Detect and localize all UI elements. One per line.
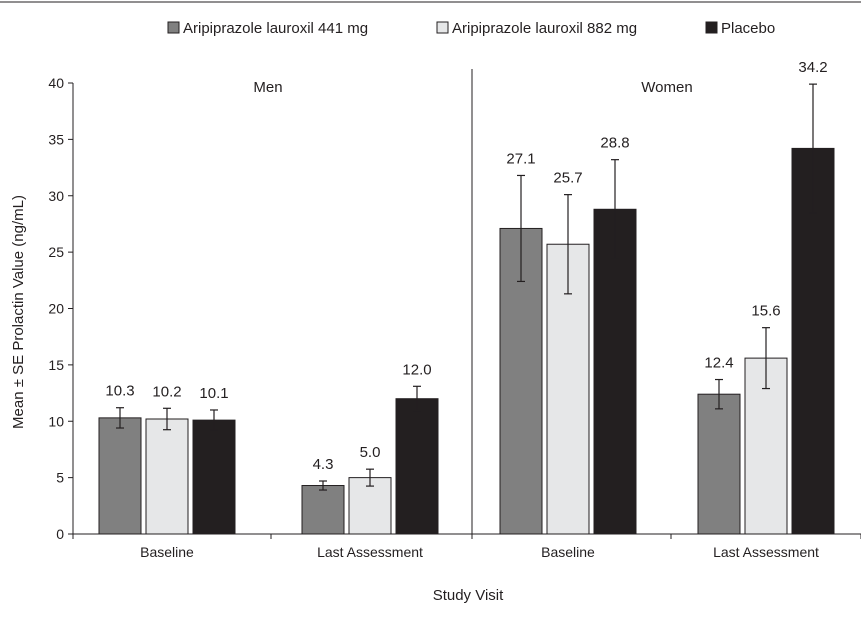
y-tick-label: 10 xyxy=(48,413,64,429)
x-tick-label: Last Assessment xyxy=(317,544,423,560)
legend-swatch xyxy=(705,21,718,34)
data-label: 28.8 xyxy=(600,135,629,152)
data-label: 10.1 xyxy=(199,385,228,402)
bar xyxy=(145,418,189,535)
bar xyxy=(395,398,439,535)
y-tick-label: 20 xyxy=(48,301,64,317)
data-label: 10.3 xyxy=(105,383,134,400)
bar xyxy=(593,208,637,535)
data-label: 25.7 xyxy=(553,170,582,187)
panel-label-men: Men xyxy=(253,79,282,96)
data-label: 10.2 xyxy=(152,383,181,400)
bar xyxy=(98,417,142,535)
data-label: 27.1 xyxy=(506,150,535,167)
y-tick-label: 35 xyxy=(48,131,64,147)
legend-swatch xyxy=(436,21,449,34)
y-tick-label: 15 xyxy=(48,357,64,373)
legend-label: Placebo xyxy=(721,20,775,37)
x-tick-label: Baseline xyxy=(140,544,194,560)
y-tick-label: 40 xyxy=(48,75,64,91)
legend-label: Aripiprazole lauroxil 882 mg xyxy=(452,20,637,37)
bars xyxy=(98,83,835,535)
y-tick-label: 5 xyxy=(56,470,64,486)
legend-label: Aripiprazole lauroxil 441 mg xyxy=(183,20,368,37)
y-axis-title: Mean ± SE Prolactin Value (ng/mL) xyxy=(10,195,27,429)
data-label: 12.4 xyxy=(704,355,733,372)
data-labels: 10.3 4.3 27.1 12.4 10.2 5.0 25.7 15.6 10.1 12.0 28… xyxy=(105,59,827,473)
legend: Aripiprazole lauroxil 441 mg Aripiprazole… xyxy=(167,20,775,37)
bar xyxy=(301,485,345,535)
bar xyxy=(697,393,741,535)
x-tick-label: Last Assessment xyxy=(713,544,819,560)
y-tick-label: 30 xyxy=(48,188,64,204)
data-label: 12.0 xyxy=(402,361,431,378)
panel-label-women: Women xyxy=(641,79,692,96)
data-label: 5.0 xyxy=(360,444,381,461)
data-label: 4.3 xyxy=(313,456,334,473)
data-label: 34.2 xyxy=(798,59,827,76)
y-tick-label: 0 xyxy=(56,526,64,542)
data-label: 15.6 xyxy=(751,303,780,320)
x-tick-label: Baseline xyxy=(541,544,595,560)
bar xyxy=(348,477,392,535)
legend-swatch xyxy=(167,21,180,34)
bar xyxy=(192,419,236,535)
x-axis-title: Study Visit xyxy=(433,587,504,604)
y-tick-label: 25 xyxy=(48,244,64,260)
